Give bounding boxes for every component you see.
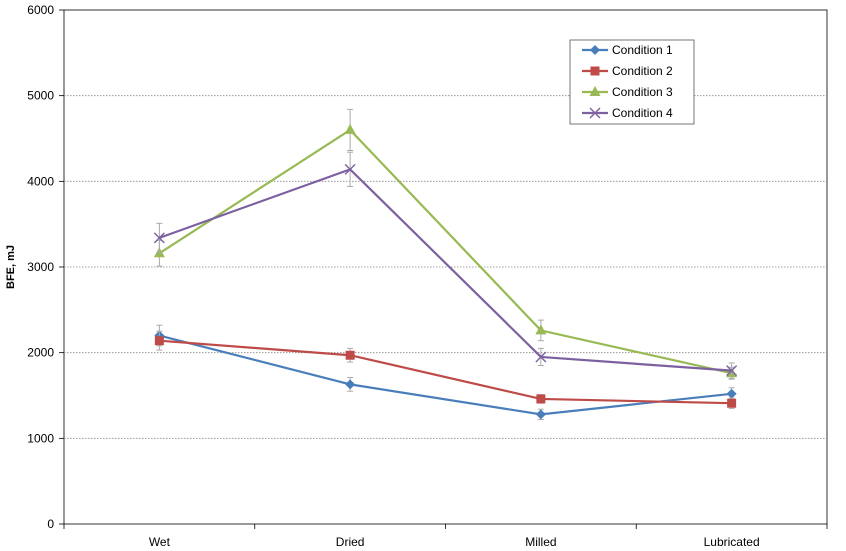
legend-label: Condition 2 [612, 64, 673, 78]
x-tick-label: Milled [525, 535, 556, 549]
y-tick-label: 1000 [27, 431, 54, 445]
x-tick-label: Wet [149, 535, 171, 549]
data-point-triangle [344, 123, 356, 134]
data-point-square [590, 66, 600, 76]
legend-item: Condition 2 [582, 64, 673, 78]
series-1 [154, 324, 737, 420]
data-point-square [536, 394, 546, 404]
data-point-square [727, 398, 737, 408]
legend: Condition 1 Condition 2 Condition 3 Conditi… [569, 39, 695, 125]
series-line [159, 334, 732, 416]
data-point-triangle [535, 324, 547, 335]
x-tick-label: Lubricated [704, 535, 760, 549]
series-4 [153, 151, 738, 379]
y-tick-label: 0 [47, 517, 54, 531]
series-group [153, 108, 738, 420]
data-point-x [589, 107, 601, 119]
data-point-x [344, 163, 356, 175]
data-point-x-stroke [589, 107, 601, 119]
y-tick-label: 3000 [27, 260, 54, 274]
data-point-triangle [589, 86, 601, 96]
legend-item: Condition 4 [582, 106, 673, 120]
legend-label: Condition 4 [612, 106, 673, 120]
data-point-diamond [535, 409, 546, 420]
data-point-x-stroke [344, 163, 356, 175]
y-tick-label: 2000 [27, 346, 54, 360]
x-tick-label: Dried [336, 535, 365, 549]
data-point-diamond [726, 388, 737, 399]
legend-item: Condition 1 [582, 43, 673, 57]
data-point-diamond [345, 379, 356, 390]
data-point-square [154, 336, 164, 346]
series-3 [153, 108, 738, 380]
data-point-x-stroke [535, 351, 547, 363]
legend-box [569, 39, 695, 125]
y-tick-label: 5000 [27, 89, 54, 103]
series-line [159, 168, 732, 372]
series-line [158, 128, 732, 375]
data-point-square [345, 350, 355, 360]
data-point-x-stroke [153, 232, 165, 244]
y-tick-label: 6000 [27, 3, 54, 17]
y-axis-ticks: 0 1000 2000 3000 4000 5000 6000 [27, 3, 64, 531]
legend-item: Condition 3 [582, 85, 673, 99]
series-2 [154, 330, 737, 409]
data-point-x [153, 232, 165, 244]
data-point-x [726, 365, 738, 377]
data-point-x-stroke [726, 365, 738, 377]
x-axis-ticks: Wet Dried Milled Lubricated [63, 524, 828, 549]
legend-label: Condition 3 [612, 85, 673, 99]
data-point-x [535, 351, 547, 363]
series-line [159, 339, 732, 405]
data-point-diamond [590, 45, 600, 55]
y-axis-title: BFE, mJ [5, 245, 17, 289]
legend-label: Condition 1 [612, 43, 673, 57]
gridlines [64, 95, 827, 439]
y-tick-label: 4000 [27, 174, 54, 188]
